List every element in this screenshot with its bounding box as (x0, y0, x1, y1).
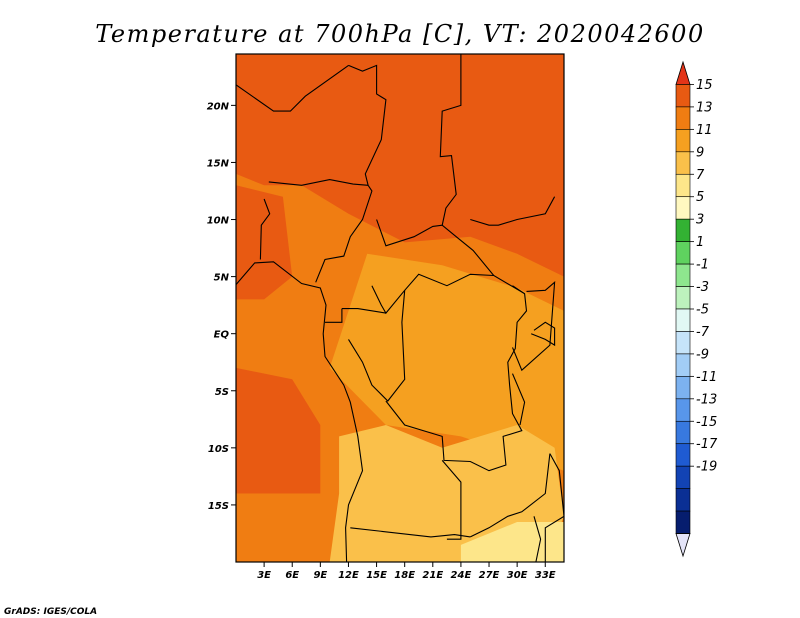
chart-title: Temperature at 700hPa [C], VT: 202004260… (95, 20, 704, 48)
y-tick-label: 10S (208, 444, 229, 455)
colorbar-label: 15 (696, 78, 713, 93)
colorbar-label: -5 (696, 303, 709, 318)
border-congo-drc (348, 290, 406, 402)
border-eq-guinea (325, 308, 343, 323)
y-tick-label: 10N (207, 216, 230, 227)
colorbar-swatch (675, 196, 691, 220)
coastline (236, 261, 364, 562)
colorbar-swatch (675, 173, 691, 198)
colorbar-swatch (675, 286, 691, 310)
x-tick-label: 24E (451, 570, 472, 581)
colorbar-label: -3 (696, 280, 709, 295)
lake-victoria-shore (530, 321, 556, 347)
border-malawi-mozambique (544, 453, 564, 562)
colorbar-label: 5 (696, 190, 704, 205)
grads-credit: GrADS: IGES/COLA (4, 607, 97, 617)
border-zimbabwe-mozambique (533, 516, 542, 562)
y-tick-label: 5N (214, 273, 230, 284)
x-axis: 3E 6E 9E 12E 15E 18E 21E 24E 27E 30E 33E (257, 562, 556, 581)
colorbar-swatch (675, 106, 691, 130)
map-frame (235, 53, 565, 563)
colorbar-swatch (675, 84, 691, 108)
x-tick-label: 6E (285, 570, 299, 581)
colorbar-label: -13 (696, 392, 717, 407)
y-tick-label: EQ (214, 330, 230, 341)
map-plot-area (236, 54, 564, 562)
region-atlantic-warm (236, 367, 321, 494)
border-car-south (376, 219, 525, 295)
x-tick-label: 3E (257, 570, 271, 581)
border-drc-east (385, 285, 528, 472)
colorbar-swatch (675, 376, 691, 400)
colorbar-swatch (675, 353, 691, 377)
border-uganda-kenya (511, 281, 556, 372)
x-tick-label: 21E (422, 570, 443, 581)
colorbar-label: -19 (696, 460, 717, 475)
colorbar-label: 11 (696, 123, 713, 138)
region-west-warm (236, 185, 293, 300)
colorbar-swatch (675, 129, 691, 153)
colorbar-swatch (675, 510, 691, 534)
x-tick-label: 18E (394, 570, 415, 581)
colorbar-label: 13 (696, 100, 713, 115)
y-tick-label: 15N (207, 158, 230, 169)
colorbar-label: 1 (696, 235, 704, 250)
colorbar-swatch (675, 420, 691, 445)
border-chad-sudan (439, 54, 462, 226)
border-car-drc (371, 273, 494, 315)
colorbar-swatch (675, 60, 691, 85)
y-tick-label: 5S (215, 387, 229, 398)
region-congo-basin (329, 253, 564, 471)
colorbar-swatch (675, 465, 691, 489)
colorbar-swatch (675, 398, 691, 422)
x-tick-label: 12E (338, 570, 359, 581)
x-tick-label: 9E (313, 570, 327, 581)
colorbar-swatch (675, 151, 691, 175)
colorbar-label: -11 (696, 370, 717, 385)
colorbar-swatch (675, 488, 691, 512)
border-cameroon-gabon (341, 308, 386, 314)
colorbar-swatch (675, 443, 691, 467)
border-benin-nigeria (259, 198, 271, 260)
colorbar: 15 13 11 9 7 5 3 1 -1 -3 -5 -7 -9 -11 -13 -15 -17 -19 (675, 60, 718, 558)
border-algeria-niger (236, 64, 349, 112)
x-tick-label: 30E (507, 570, 528, 581)
colorbar-label: -17 (696, 437, 718, 452)
lake-tanganyika-shore (511, 373, 526, 426)
y-tick-label: 15S (208, 501, 229, 512)
colorbar-swatch (675, 241, 691, 265)
region-sahara (236, 54, 564, 277)
colorbar-label: 7 (696, 168, 705, 183)
border-angola-zambia (441, 460, 462, 540)
colorbar-label: -1 (696, 258, 709, 273)
colorbar-label: 9 (696, 145, 704, 160)
border-angola-namibia (350, 527, 471, 538)
border-nigeria-cameroon (315, 184, 373, 283)
country-borders (236, 54, 564, 562)
colorbar-swatch (675, 331, 691, 355)
border-niger-nigeria (268, 179, 369, 186)
colorbar-swatch (675, 218, 691, 242)
border-sudan-south-sudan (470, 196, 556, 226)
x-tick-label: 15E (366, 570, 387, 581)
colorbar-label: -7 (696, 325, 710, 340)
colorbar-swatch (675, 263, 691, 287)
x-tick-label: 27E (479, 570, 500, 581)
border-niger-chad (348, 64, 387, 186)
border-zambia-zimbabwe (470, 453, 551, 538)
colorbar-swatch (675, 533, 691, 558)
colorbar-label: -9 (696, 347, 709, 362)
colorbar-swatch (675, 308, 691, 332)
colorbar-label: 3 (696, 213, 704, 228)
x-tick-label: 33E (535, 570, 556, 581)
colorbar-label: -15 (696, 415, 717, 430)
y-tick-label: 20N (207, 101, 230, 112)
y-axis: 20N 15N 10N 5N EQ 5S 10S 15S (207, 101, 236, 512)
